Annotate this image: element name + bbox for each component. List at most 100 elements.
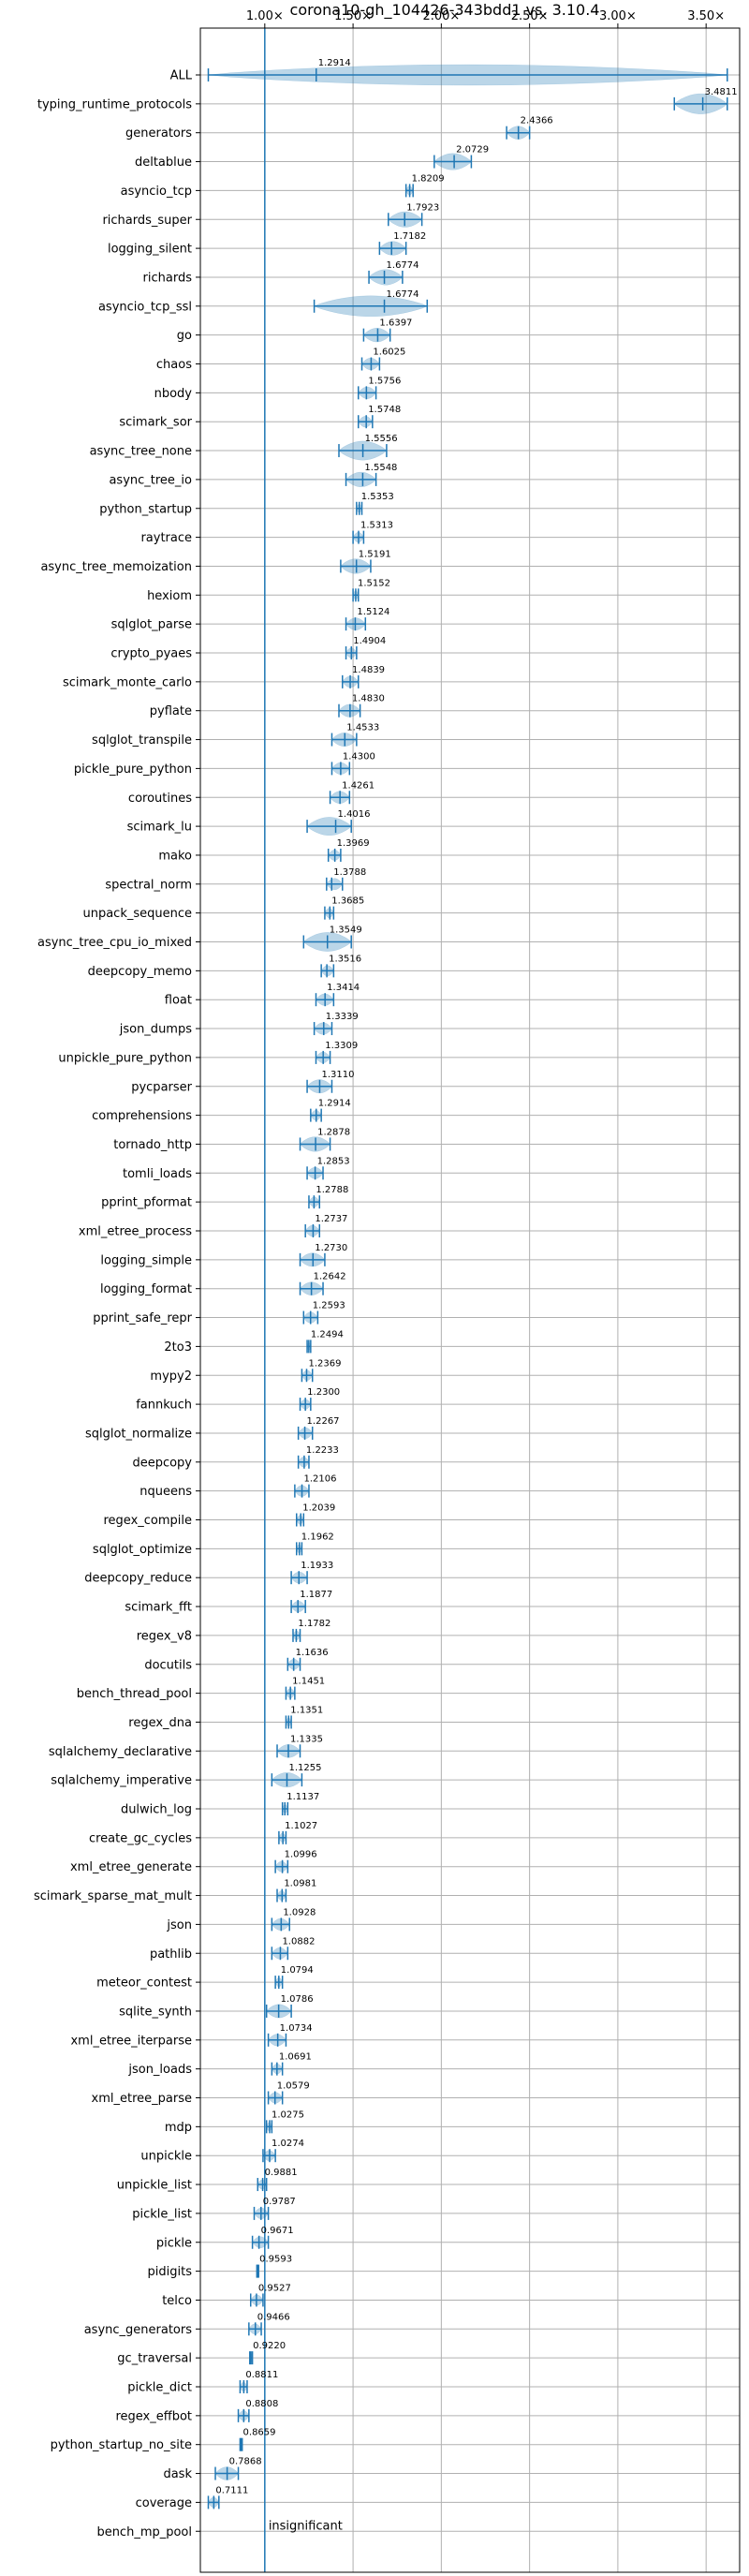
benchmark-label: unpickle_list: [117, 2179, 192, 2193]
value-label: 2.0729: [456, 145, 489, 155]
x-tick-label: 1.00×: [246, 9, 284, 23]
x-tick-label: 3.50×: [687, 9, 725, 23]
value-label: 1.3788: [333, 867, 366, 878]
benchmark-label: asyncio_tcp: [121, 185, 192, 199]
value-label: 1.4830: [352, 694, 385, 704]
x-tick-label: 2.00×: [422, 9, 460, 23]
benchmark-label: richards_super: [102, 214, 192, 228]
value-label: 1.1351: [290, 1705, 323, 1715]
value-label: 0.8811: [245, 2370, 278, 2380]
x-tick-label: 2.50×: [511, 9, 549, 23]
value-label: 1.8209: [412, 173, 445, 184]
benchmark-label: typing_runtime_protocols: [37, 97, 192, 111]
benchmark-label: scimark_fft: [125, 1601, 192, 1615]
value-label: 1.5556: [365, 434, 398, 444]
benchmark-label: xml_etree_process: [79, 1225, 192, 1239]
insignificant-note: insignificant: [269, 2519, 343, 2533]
benchmark-label: sqlalchemy_declarative: [49, 1745, 192, 1759]
benchmark-label: generators: [125, 126, 192, 141]
value-label: 1.1877: [300, 1590, 332, 1600]
value-label: 1.0734: [280, 2023, 313, 2034]
benchmark-label: mypy2: [150, 1369, 192, 1384]
chart-title: corona10-gh_104426-343bdd1 vs. 3.10.4: [290, 1, 600, 20]
value-label: 1.3414: [327, 983, 360, 993]
benchmark-label: telco: [162, 2294, 192, 2308]
value-label: 1.2300: [307, 1387, 340, 1398]
value-label: 1.4261: [342, 780, 374, 791]
value-label: 1.2914: [318, 58, 351, 68]
value-label: 1.6025: [373, 348, 405, 358]
benchmark-label: regex_v8: [137, 1629, 192, 1643]
benchmark-label: bench_mp_pool: [96, 2525, 192, 2539]
value-label: 1.2853: [317, 1156, 350, 1166]
benchmark-label: sqlglot_transpile: [92, 733, 192, 748]
value-label: 1.2878: [317, 1127, 350, 1137]
benchmark-label: sqlalchemy_imperative: [51, 1774, 192, 1788]
benchmark-label: sqlite_synth: [119, 2005, 192, 2019]
x-tick-label: 1.50×: [334, 9, 372, 23]
value-label: 1.4533: [346, 723, 379, 733]
benchmark-label: json_loads: [127, 2063, 192, 2077]
value-label: 1.0928: [283, 1907, 316, 1917]
value-label: 1.0691: [279, 2052, 312, 2063]
value-label: 1.1027: [285, 1821, 317, 1831]
benchmark-label: dulwich_log: [121, 1803, 192, 1817]
benchmark-label: xml_etree_generate: [70, 1860, 192, 1874]
benchmark-label: mako: [158, 849, 192, 863]
benchmark-label: pickle_pure_python: [74, 762, 192, 777]
value-label: 1.6774: [387, 260, 419, 271]
benchmark-label: logging_format: [100, 1282, 192, 1296]
value-label: 1.2039: [302, 1503, 335, 1514]
benchmark-label: pidigits: [148, 2265, 193, 2279]
value-label: 1.1335: [290, 1734, 323, 1744]
benchmark-label: nbody: [154, 387, 193, 401]
benchmark-label: spectral_norm: [105, 878, 192, 892]
benchmark-label: asyncio_tcp_ssl: [98, 300, 192, 314]
value-label: 1.0275: [272, 2110, 304, 2120]
benchmark-label: pycparser: [131, 1080, 192, 1094]
value-label: 0.8659: [243, 2428, 276, 2438]
value-label: 0.7868: [229, 2457, 262, 2467]
benchmark-label: tomli_loads: [123, 1167, 192, 1181]
benchmark-label: gc_traversal: [117, 2352, 192, 2366]
benchmark-label: coverage: [136, 2496, 192, 2510]
benchmark-label: bench_thread_pool: [77, 1687, 192, 1701]
benchmark-label: sqlglot_optimize: [93, 1543, 192, 1557]
value-label: 1.5756: [368, 376, 401, 386]
grid-layer: [196, 23, 740, 2572]
value-label: 0.9671: [261, 2226, 294, 2236]
value-label: 0.9787: [263, 2197, 296, 2207]
value-label: 1.0794: [281, 1965, 314, 1976]
value-label: 1.3516: [329, 954, 361, 964]
benchmark-label: go: [177, 329, 192, 343]
benchmark-label: deepcopy: [132, 1456, 192, 1470]
labels-layer: 1.00× 1.50× 2.00× 2.50× 3.00× 3.50× ALL typing_…: [34, 9, 738, 2539]
value-label: 1.2593: [313, 1301, 345, 1311]
benchmark-label: chaos: [156, 358, 192, 372]
value-label: 1.1636: [296, 1648, 329, 1658]
benchmark-label: scimark_monte_carlo: [63, 675, 192, 689]
value-label: 0.9220: [253, 2341, 286, 2351]
value-label: 3.4811: [705, 87, 738, 97]
value-label: 1.3309: [325, 1041, 358, 1051]
value-label: 1.2494: [311, 1329, 344, 1340]
value-label: 0.8808: [245, 2399, 278, 2409]
value-label: 1.2642: [314, 1272, 346, 1282]
benchmark-label: dask: [163, 2467, 192, 2481]
benchmark-label: scimark_lu: [127, 821, 192, 835]
value-label: 1.1451: [292, 1677, 325, 1687]
benchmark-label: logging_silent: [108, 243, 192, 257]
value-label: 0.9881: [265, 2168, 298, 2178]
benchmark-label: async_tree_memoization: [40, 560, 192, 574]
benchmark-label: scimark_sor: [119, 416, 192, 430]
benchmark-label: pickle_dict: [127, 2381, 192, 2395]
benchmark-label: json_dumps: [119, 1023, 192, 1037]
value-label: 1.4300: [343, 751, 375, 762]
value-label: 1.3969: [337, 838, 370, 849]
value-label: 1.2788: [316, 1185, 348, 1195]
benchmark-label: async_tree_cpu_io_mixed: [37, 936, 192, 950]
value-label: 1.5353: [361, 492, 394, 502]
value-label: 0.7111: [215, 2485, 248, 2495]
value-label: 1.0981: [284, 1879, 316, 1889]
